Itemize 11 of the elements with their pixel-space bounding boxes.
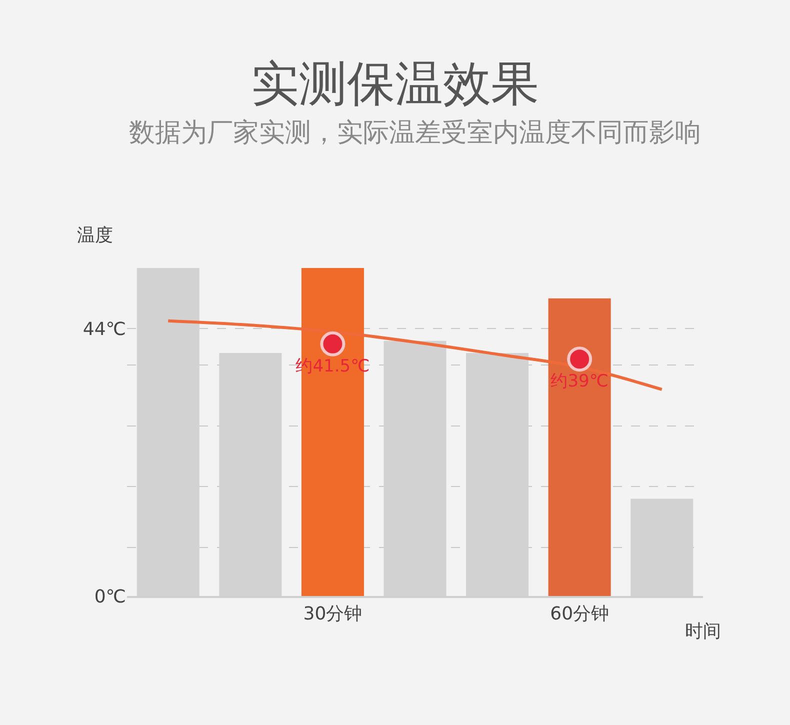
data-label: 约39℃ [550, 372, 608, 392]
line-series [166, 319, 664, 391]
y-axis-title: 温度 [77, 225, 113, 246]
y-tick-label: 0℃ [94, 586, 126, 608]
y-tick-label: 44℃ [82, 319, 126, 340]
x-axis-title: 时间 [685, 621, 721, 642]
chart-title: 实测保温效果 [251, 56, 539, 112]
chart-subtitle: 数据为厂家实测，实际温差受室内温度不同而影响 [129, 118, 701, 148]
x-tick-label: 30分钟 [303, 604, 362, 625]
x-tick-label: 60分钟 [550, 604, 610, 625]
bar [548, 298, 611, 596]
